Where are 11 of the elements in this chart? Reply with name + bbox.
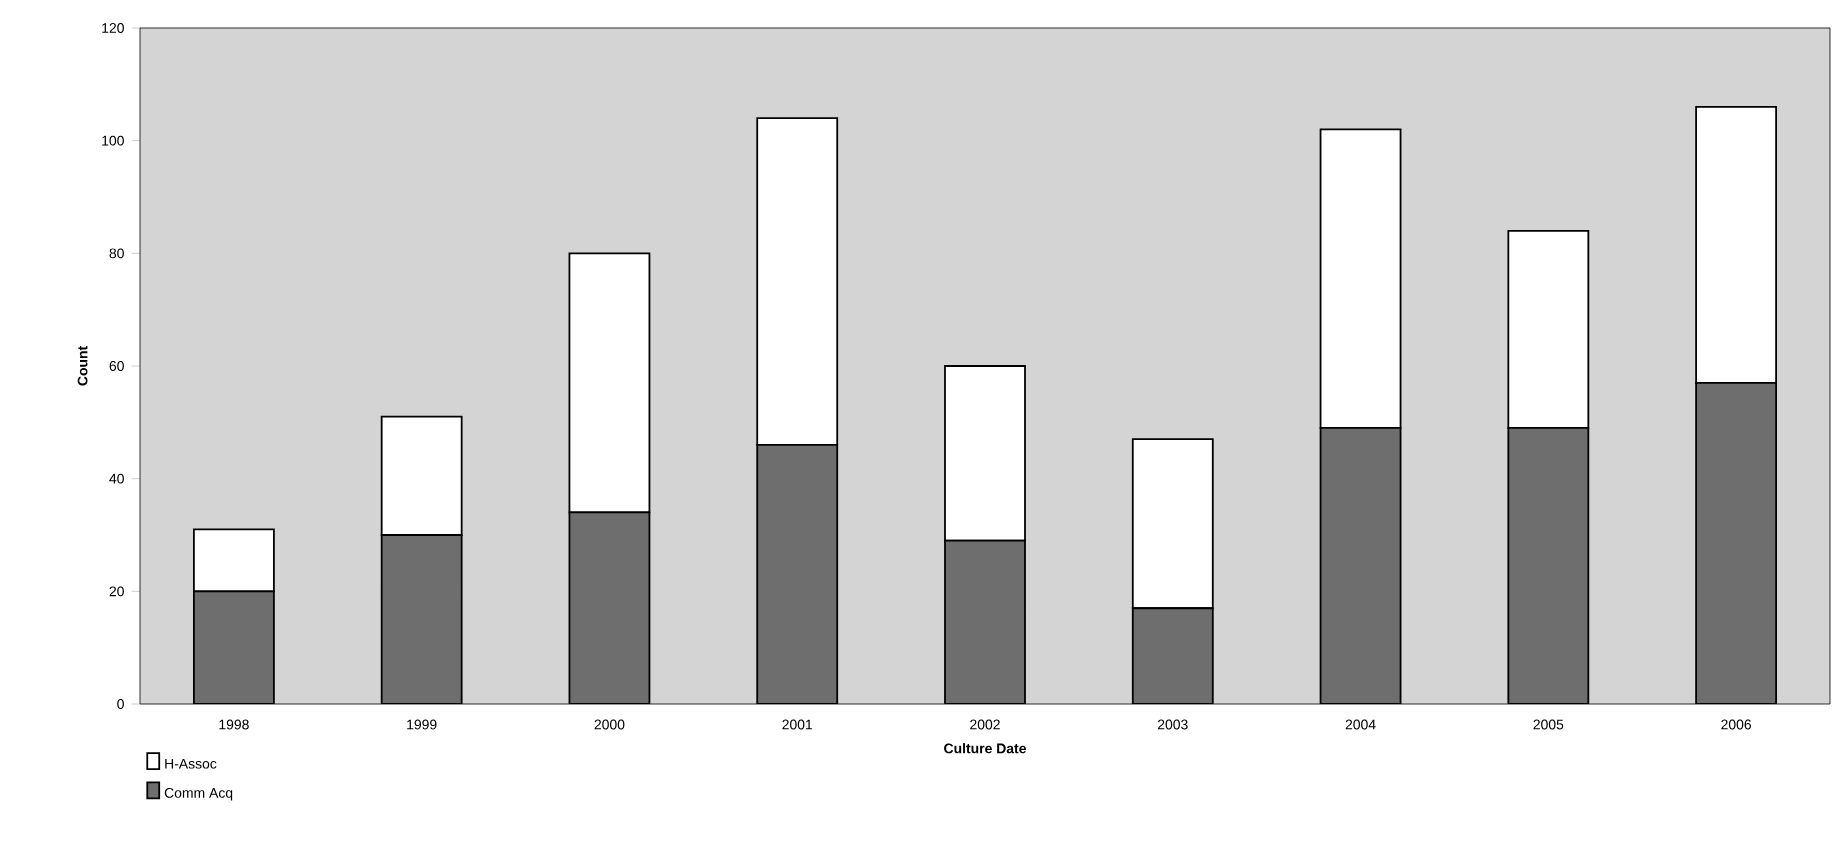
bar — [568, 511, 651, 704]
bar — [1319, 427, 1402, 704]
bar — [1131, 438, 1214, 610]
bar — [944, 539, 1026, 704]
bar — [1131, 607, 1214, 704]
bar — [1695, 382, 1778, 704]
bar — [192, 590, 275, 704]
bar — [1507, 427, 1590, 704]
bar — [756, 443, 839, 704]
bar — [380, 415, 463, 536]
bar — [380, 534, 463, 704]
